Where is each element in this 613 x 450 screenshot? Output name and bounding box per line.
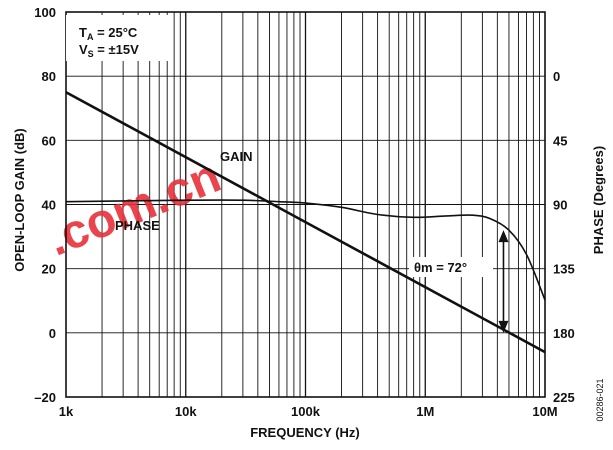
phase-margin-label: θm = 72°: [414, 260, 467, 275]
y-tick-label: 40: [42, 198, 56, 213]
y-tick-label: 0: [49, 326, 56, 341]
x-tick-label: 1k: [59, 404, 74, 419]
y-axis-title: OPEN-LOOP GAIN (dB): [12, 128, 27, 271]
phase-margin-arrow: [498, 230, 509, 333]
plot-frame: [65, 11, 546, 398]
ta-condition: TA = 25°C: [79, 25, 138, 42]
series-phase-line: [65, 199, 546, 301]
x-tick-label: 1M: [416, 404, 434, 419]
vs-condition: VS = ±15V: [79, 42, 139, 59]
phase-series-label: PHASE: [115, 218, 160, 233]
x-axis-title: FREQUENCY (Hz): [250, 425, 360, 440]
y2-tick-label: 0: [553, 69, 560, 84]
x-tick-label: 10k: [175, 404, 197, 419]
x-tick-label: 10M: [532, 404, 557, 419]
y2-tick-label: 180: [553, 326, 575, 341]
y2-tick-label: 45: [553, 133, 567, 148]
y-tick-label: 60: [42, 133, 56, 148]
y2-axis-title: PHASE (Degrees): [591, 146, 606, 254]
tick-labels: 1k 10k 100k 1M 10M 100 80 60 40 20 0 –20 0 45 90 135 180…: [34, 5, 574, 419]
y2-tick-label: 135: [553, 262, 575, 277]
y2-tick-label: 90: [553, 198, 567, 213]
gain-series-label: GAIN: [220, 149, 253, 164]
margin-arrow-head-top: [498, 230, 509, 243]
watermark-text: .com.cn: [40, 149, 228, 266]
y-tick-label: 80: [42, 69, 56, 84]
conditions-box: [66, 15, 170, 61]
series-layer: [65, 91, 546, 354]
y-tick-label: 100: [34, 5, 56, 20]
figure-id: 00286-021: [595, 378, 605, 421]
y-tick-label: 20: [42, 262, 56, 277]
series-gain-line: [65, 91, 546, 354]
margin-arrow-head-bottom: [498, 320, 509, 333]
phase-margin-label-bg: [409, 257, 493, 277]
y-tick-label: –20: [34, 390, 56, 405]
x-tick-label: 100k: [291, 404, 321, 419]
y2-tick-label: 225: [553, 390, 575, 405]
